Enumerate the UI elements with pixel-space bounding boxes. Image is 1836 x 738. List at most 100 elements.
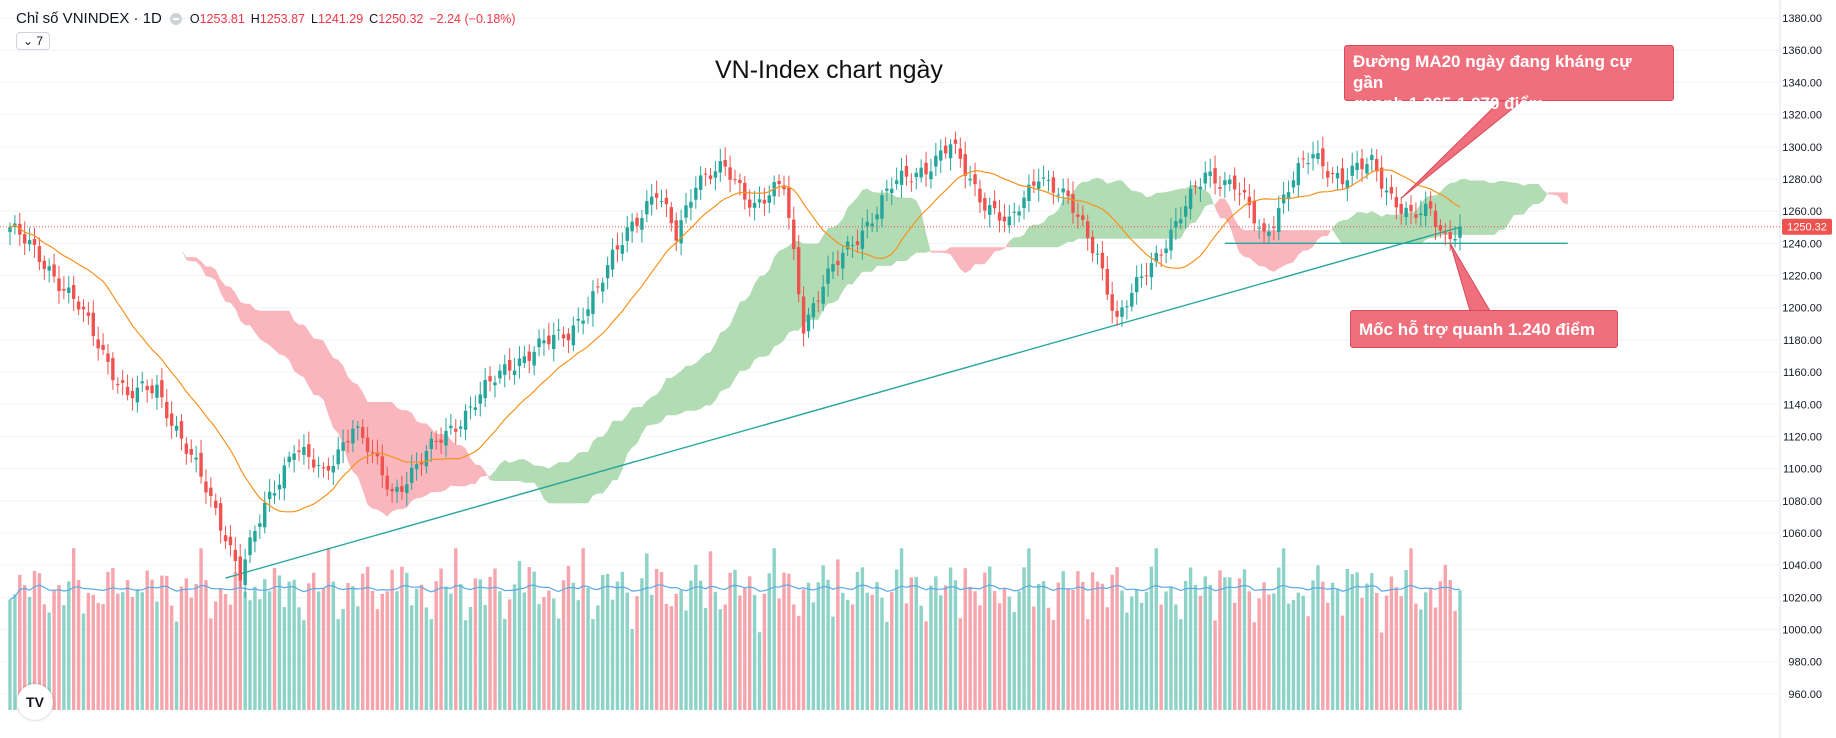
tradingview-logo[interactable]: TV [17,684,53,720]
candle-body [8,227,12,233]
collapse-icon[interactable] [169,12,182,25]
volume-bar [890,592,894,710]
volume-bar [904,603,909,710]
candle-body [934,155,938,167]
symbol-name[interactable]: Chỉ số VNINDEX · 1D [16,10,162,27]
volume-bar [331,581,336,710]
volume-bar [561,580,566,710]
volume-bar [870,594,874,710]
candle-body [880,195,884,219]
candle-body [297,450,301,453]
candle-body [547,335,551,345]
candle-body [96,339,100,349]
volume-bar [488,576,492,710]
ma20-line [9,169,1461,513]
candle-body [140,381,144,384]
candle-body [968,178,972,181]
candle-body [454,428,458,432]
volume-bar [1095,581,1100,710]
volume-bar [199,548,203,710]
price-axis[interactable]: 1380.00 1360.00 1340.00 1320.00 1300.00 1280.… [1782,13,1832,701]
volume-bar [899,548,904,710]
close-value: 1250.32 [378,11,424,26]
price-tick-label: 1120.00 [1783,431,1822,443]
volume-bar [101,604,105,710]
volume-bar [1154,548,1158,710]
candle-body [816,300,820,302]
candle-body [218,503,223,531]
volume-bar [27,596,32,710]
candle-body [806,314,811,332]
volume-bar [1242,569,1247,710]
volume-bar [57,585,61,710]
candle-body [169,413,174,426]
candle-body [81,306,86,310]
volume-bar [130,597,135,710]
candle-body [243,559,247,585]
volume-bar [605,573,610,710]
candle-body [1296,163,1301,186]
volume-bar [1149,566,1154,710]
volume-bar [1423,592,1428,710]
support-callout[interactable]: Mốc hỗ trợ quanh 1.240 điểm [1350,310,1618,348]
close-label: C [369,11,379,26]
price-tick-label: 1020.00 [1782,592,1822,604]
volume-bar [591,618,595,710]
candle-body [997,212,1002,221]
volume-bar [664,603,669,710]
volume-bar [988,566,992,710]
candle-body [47,266,51,271]
volume-bar [52,590,56,710]
volume-bar [145,570,149,710]
volume-bar [1257,598,1261,710]
volume-bar [218,588,223,710]
volume-bar [439,568,443,710]
volume-bar [1311,580,1315,710]
candle-body [1056,194,1061,196]
indicators-toggle-button[interactable]: ⌄ 7 [16,32,51,50]
candle-body [493,382,497,386]
volume-bar [1272,593,1276,710]
candle-body [1188,188,1193,209]
volume-bar [1438,581,1443,710]
volume-bar [885,621,889,710]
volume-bar [400,566,404,710]
candle-body [1085,221,1090,238]
volume-bar [1277,567,1281,710]
volume-bar [674,593,678,710]
volume-bar [1007,596,1012,710]
candle-body [1208,171,1212,176]
volume-ma [9,584,1461,601]
candle-body [434,440,438,442]
candle-body [1286,192,1291,200]
volume-bar [1365,583,1369,710]
volume-bar [811,602,816,710]
volume-bar [233,572,238,710]
candle-body [307,444,311,457]
volume-bar [209,618,213,710]
volume-bar [836,559,840,710]
candle-body [351,428,355,444]
candle-body [894,180,899,185]
price-tick-label: 1360.00 [1782,45,1822,57]
ma20-callout[interactable]: Đường MA20 ngày đang kháng cự gần quanh … [1344,45,1674,113]
volume-bar [723,604,727,710]
price-tick-label: 1160.00 [1783,367,1822,379]
candle-body [365,437,370,452]
candle-body [199,452,203,477]
candle-body [111,358,115,381]
volume-bar [184,578,189,710]
volume-bar [1345,568,1350,710]
candle-body [1419,213,1423,216]
candle-body [635,217,639,226]
volume-bar [1370,573,1374,710]
volume-bar [96,602,100,710]
candle-body [346,440,350,443]
volume-bar [1443,564,1448,710]
candle-body [150,385,154,394]
candle-body [640,218,644,230]
volume-bar [336,619,340,710]
volume-bar [914,576,918,710]
candle-body [282,465,287,489]
